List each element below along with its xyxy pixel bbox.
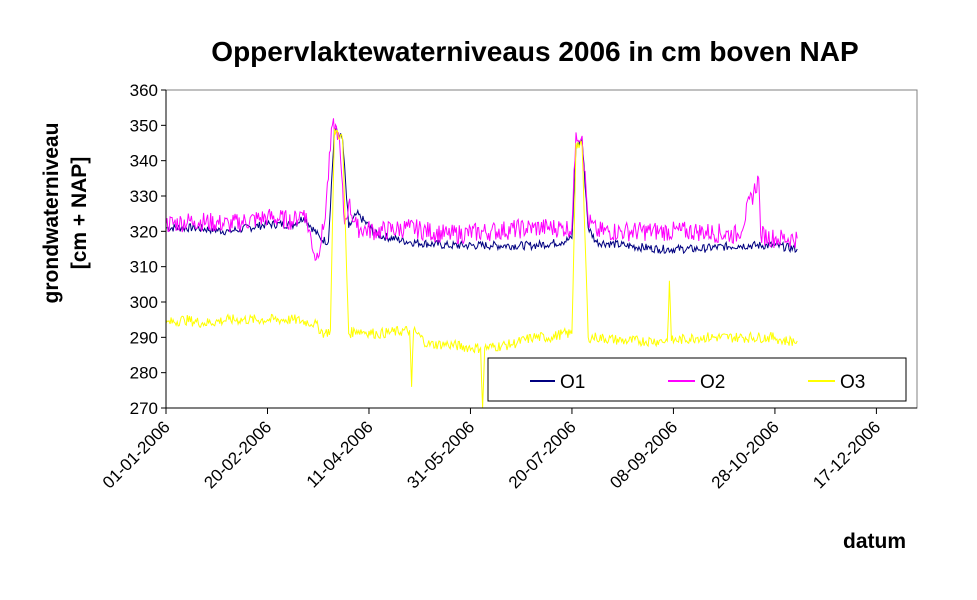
y-tick-label: 290 bbox=[130, 328, 158, 347]
x-tick-label: 20-07-2006 bbox=[505, 417, 580, 492]
legend-label-o1: O1 bbox=[560, 372, 585, 393]
y-tick-label: 320 bbox=[130, 222, 158, 241]
legend-box bbox=[487, 357, 907, 402]
x-tick-label: 08-09-2006 bbox=[606, 417, 681, 492]
y-tick-label: 360 bbox=[130, 81, 158, 100]
y-tick-label: 270 bbox=[130, 399, 158, 418]
y-tick-label: 300 bbox=[130, 293, 158, 312]
x-tick-label: 17-12-2006 bbox=[809, 417, 884, 492]
y-tick-label: 340 bbox=[130, 152, 158, 171]
x-tick-label: 11-04-2006 bbox=[303, 417, 377, 491]
chart-title: Oppervlaktewaterniveaus 2006 in cm boven… bbox=[211, 36, 859, 67]
x-tick-label: 31-05-2006 bbox=[403, 417, 478, 492]
y-tick-label: 330 bbox=[130, 187, 158, 206]
y-tick-label: 280 bbox=[130, 364, 158, 383]
series-layer bbox=[165, 118, 798, 409]
x-tick-label: 01-01-2006 bbox=[99, 417, 174, 492]
x-tick-label: 28-10-2006 bbox=[708, 417, 783, 492]
legend-label-o2: O2 bbox=[700, 372, 725, 393]
series-line-o2 bbox=[165, 118, 798, 262]
y-axis-title-line1: grondwaterniveau bbox=[40, 123, 63, 304]
legend: O1 O2 O3 bbox=[487, 357, 907, 402]
x-tick-label: 20-02-2006 bbox=[200, 417, 275, 492]
series-line-o3 bbox=[165, 128, 798, 409]
legend-label-o3: O3 bbox=[840, 372, 865, 393]
y-axis-title-line2: [cm + NAP] bbox=[68, 157, 91, 270]
series-line-o1 bbox=[165, 126, 798, 255]
y-tick-label: 310 bbox=[130, 258, 158, 277]
x-axis-title: datum bbox=[843, 530, 906, 553]
y-tick-label: 350 bbox=[130, 116, 158, 135]
